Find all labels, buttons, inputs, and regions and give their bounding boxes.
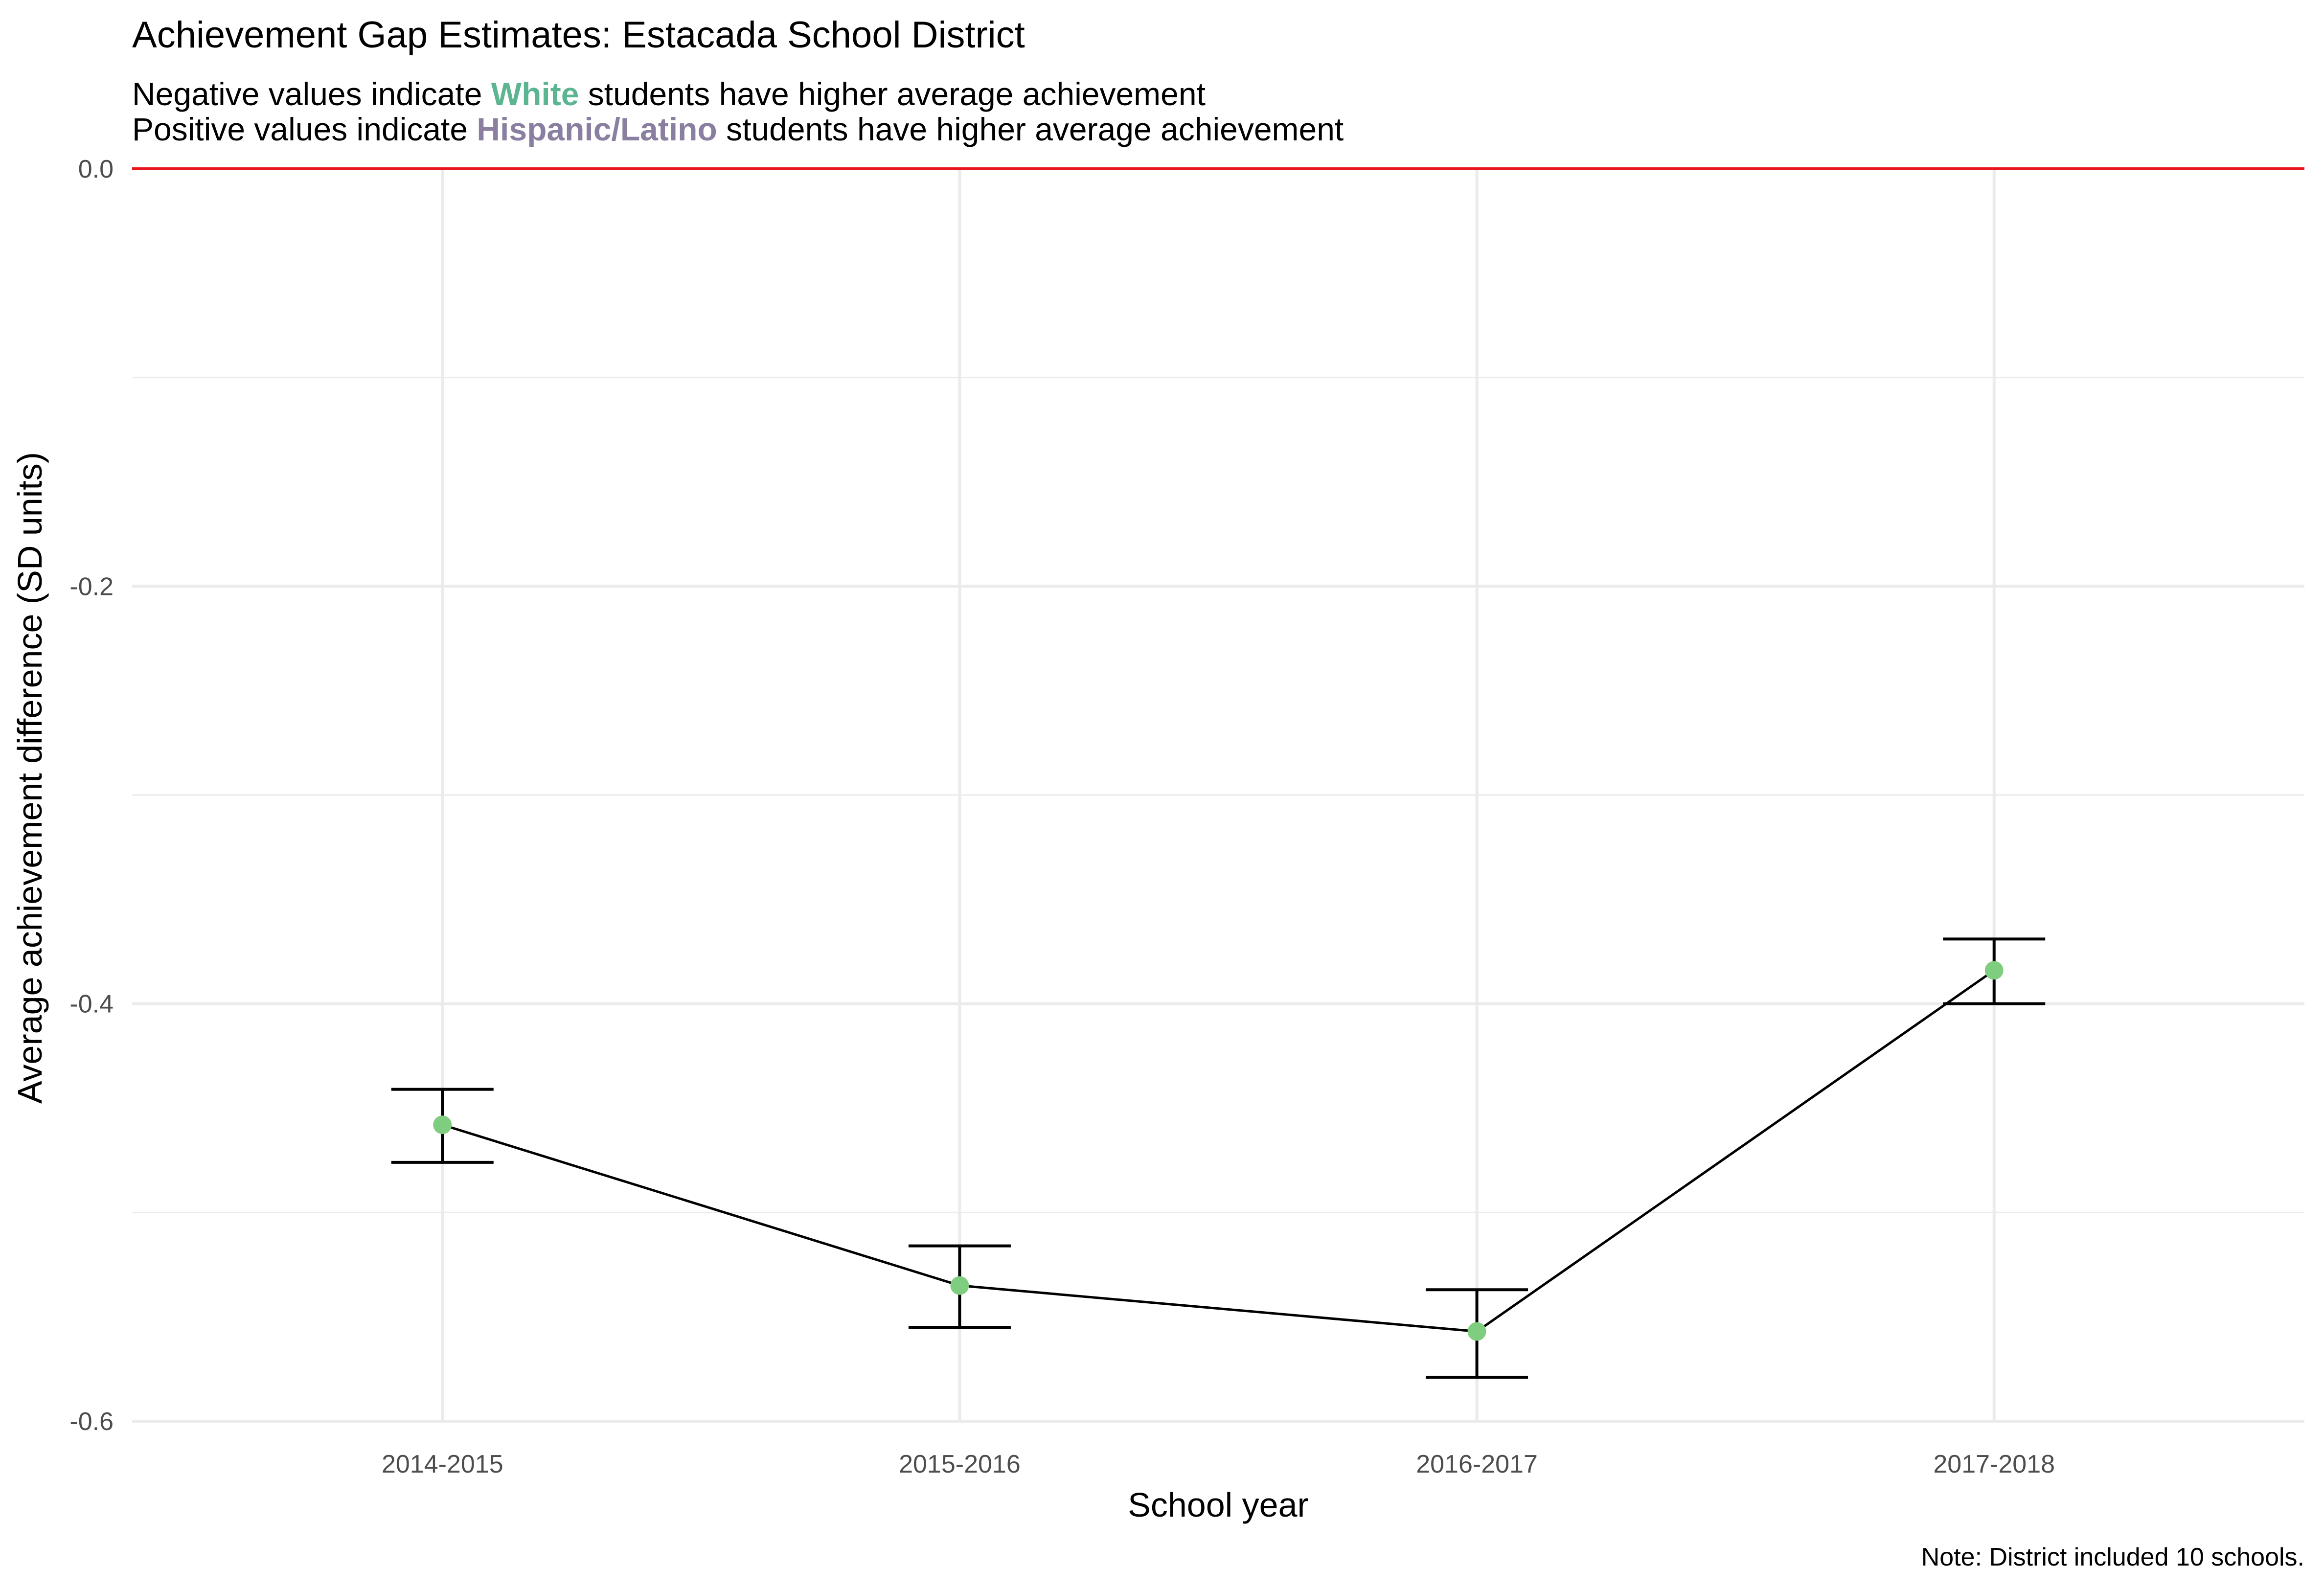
- y-tick-label: -0.2: [69, 572, 114, 601]
- x-tick-label: 2015-2016: [899, 1450, 1021, 1478]
- data-point: [1984, 961, 2004, 980]
- data-point: [1467, 1322, 1486, 1341]
- grid: [132, 167, 2304, 1423]
- y-tick-label: -0.6: [69, 1408, 114, 1436]
- hispanic-highlight: Hispanic/Latino: [477, 111, 717, 147]
- data-point: [433, 1115, 452, 1135]
- chart-caption: Note: District included 10 schools.: [1921, 1543, 2304, 1571]
- axis-labels: 0.0 -0.2 -0.4 -0.6 2014-2015 2015-2016 2016-20…: [69, 155, 2055, 1478]
- x-tick-label: 2017-2018: [1933, 1450, 2055, 1478]
- chart-subtitle-line-2: Positive values indicate Hispanic/Latino…: [132, 111, 1344, 147]
- chart-subtitle-line-1: Negative values indicate White students …: [132, 76, 1206, 112]
- x-axis-title: School year: [1128, 1486, 1309, 1524]
- series-layer: [391, 937, 2046, 1379]
- y-tick-label: -0.4: [69, 990, 114, 1019]
- white-highlight: White: [491, 76, 579, 112]
- y-tick-label: 0.0: [78, 155, 114, 183]
- x-tick-label: 2016-2017: [1416, 1450, 1538, 1478]
- chart-title: Achievement Gap Estimates: Estacada Scho…: [132, 14, 1025, 56]
- data-point: [950, 1276, 969, 1295]
- series-line: [442, 969, 1995, 1333]
- y-axis-title: Average achievement difference (SD units…: [11, 452, 49, 1104]
- x-tick-label: 2014-2015: [382, 1450, 503, 1478]
